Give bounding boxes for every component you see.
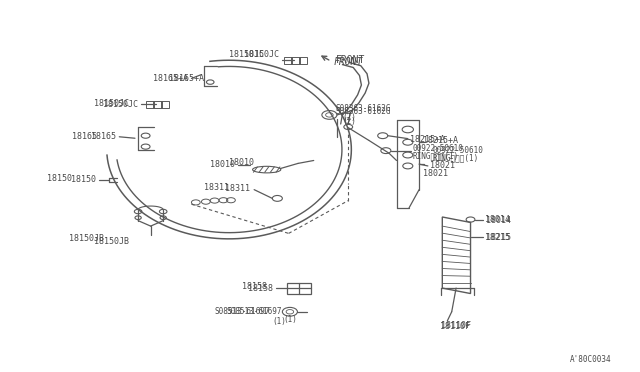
Text: 18165+A: 18165+A — [154, 74, 188, 83]
Text: S08513-61697: S08513-61697 — [214, 307, 270, 316]
Text: FRONT: FRONT — [334, 57, 363, 67]
Text: 18021: 18021 — [424, 169, 449, 178]
Text: 00922-50610: 00922-50610 — [412, 144, 463, 153]
Text: 18165: 18165 — [91, 132, 116, 141]
Bar — [284, 57, 292, 64]
Text: 18150: 18150 — [47, 174, 72, 183]
Text: A'80C0034: A'80C0034 — [570, 355, 612, 364]
Text: (1): (1) — [272, 317, 286, 326]
Text: S08363-6162G: S08363-6162G — [336, 107, 391, 116]
Text: 18165: 18165 — [72, 132, 97, 141]
Text: 18215+A: 18215+A — [410, 135, 445, 144]
Text: 00922-50610: 00922-50610 — [433, 146, 484, 155]
Text: 18021: 18021 — [430, 161, 455, 170]
Text: 18014: 18014 — [486, 216, 511, 225]
Text: 18150JC: 18150JC — [103, 100, 138, 109]
Text: 18150JB: 18150JB — [68, 234, 104, 243]
Text: 18010: 18010 — [229, 158, 254, 167]
Text: S08363-6162G: S08363-6162G — [336, 104, 391, 113]
Text: 18014: 18014 — [485, 215, 510, 224]
Bar — [287, 283, 310, 294]
Text: 18150JC: 18150JC — [244, 50, 279, 59]
Text: 18010: 18010 — [211, 160, 236, 169]
Text: 18150JC: 18150JC — [228, 49, 264, 58]
Text: 18158: 18158 — [248, 283, 273, 292]
Text: 18311: 18311 — [225, 185, 250, 193]
Text: RINGリング(1): RINGリング(1) — [433, 153, 479, 163]
Bar — [146, 101, 154, 108]
Text: (2): (2) — [342, 113, 356, 122]
Bar — [291, 57, 300, 64]
Text: FRONT: FRONT — [336, 55, 365, 65]
Text: RINGリング(1): RINGリング(1) — [412, 151, 458, 160]
Text: 18110F: 18110F — [441, 321, 471, 330]
Text: 18150JC: 18150JC — [93, 99, 129, 109]
Bar — [153, 101, 162, 108]
Text: 18150JB: 18150JB — [93, 237, 129, 246]
Text: (1): (1) — [283, 315, 297, 324]
Text: 18215+A: 18215+A — [424, 136, 458, 145]
Text: 18150: 18150 — [71, 175, 96, 184]
Text: 18215: 18215 — [486, 232, 511, 241]
Text: 18110F: 18110F — [440, 322, 470, 331]
Text: 18215: 18215 — [485, 232, 510, 241]
Text: 18311: 18311 — [204, 183, 229, 192]
Text: S08513-61697: S08513-61697 — [227, 307, 282, 316]
Bar — [161, 101, 170, 108]
Text: 18165+A: 18165+A — [169, 74, 204, 83]
Bar — [299, 57, 307, 64]
Text: (2): (2) — [342, 116, 356, 126]
Text: 18158: 18158 — [242, 282, 267, 291]
